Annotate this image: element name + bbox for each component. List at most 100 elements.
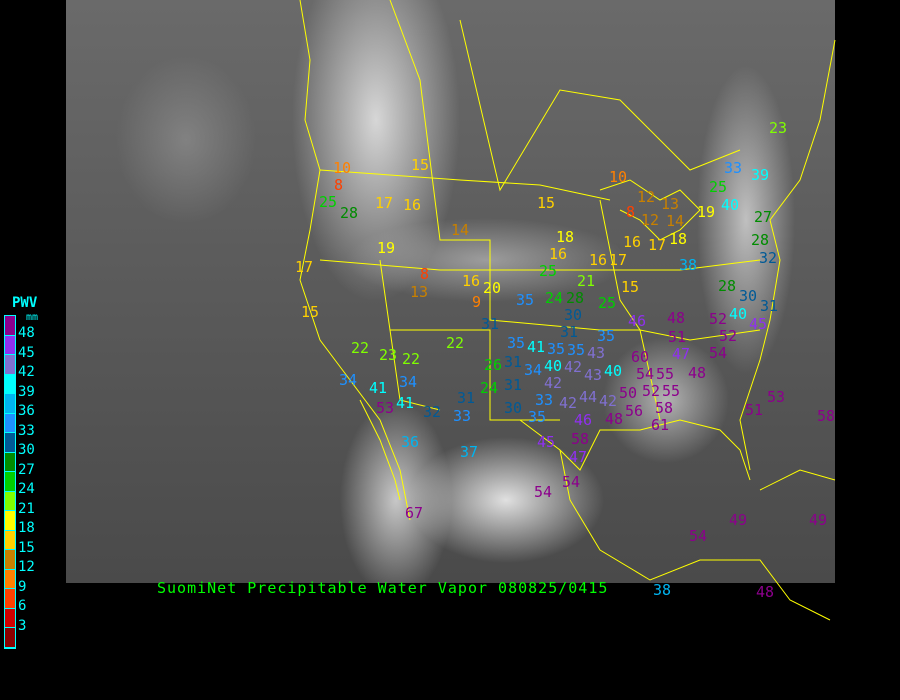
station-pwv-value: 33	[724, 159, 743, 177]
station-pwv-value: 46	[574, 411, 593, 429]
legend-swatch	[5, 628, 15, 648]
station-pwv-value: 31	[504, 376, 523, 394]
legend-label: 48	[18, 325, 35, 341]
station-pwv-value: 58	[571, 430, 590, 448]
station-pwv-value: 25	[709, 178, 728, 196]
station-pwv-value: 54	[689, 527, 708, 545]
state-line	[599, 199, 661, 421]
legend-label: 39	[18, 383, 35, 400]
cuba	[759, 469, 836, 491]
station-pwv-value: 34	[524, 361, 543, 379]
station-pwv-value: 52	[709, 310, 728, 328]
canada-border	[319, 169, 611, 201]
satellite-image	[66, 0, 835, 583]
station-pwv-value: 47	[672, 345, 691, 363]
station-pwv-value: 40	[604, 362, 623, 380]
station-pwv-value: 47	[569, 448, 588, 466]
station-pwv-value: 28	[751, 231, 770, 249]
station-pwv-value: 17	[609, 251, 628, 269]
legend-label: 45	[18, 344, 35, 361]
station-pwv-value: 27	[754, 208, 773, 226]
station-pwv-value: 61	[651, 416, 670, 434]
station-pwv-value: 14	[451, 221, 470, 239]
station-pwv-value: 32	[759, 249, 778, 267]
station-pwv-value: 16	[549, 245, 568, 263]
legend-swatch	[5, 472, 15, 492]
station-pwv-value: 41	[396, 394, 415, 412]
state-line	[319, 259, 761, 271]
station-pwv-value: 49	[809, 511, 828, 529]
east-coast	[739, 39, 836, 471]
station-pwv-value: 19	[377, 239, 396, 257]
legend-swatch	[5, 569, 15, 589]
station-pwv-value: 17	[295, 258, 314, 276]
station-pwv-value: 10	[609, 168, 628, 186]
station-pwv-value: 45	[537, 433, 556, 451]
station-pwv-value: 33	[453, 407, 472, 425]
legend-swatch	[5, 355, 15, 375]
station-pwv-value: 18	[556, 228, 575, 246]
legend-label: 24	[18, 481, 35, 497]
station-pwv-value: 22	[351, 339, 370, 357]
station-pwv-value: 37	[460, 443, 479, 461]
legend-label: 30	[18, 442, 35, 458]
station-pwv-value: 35	[547, 340, 566, 358]
great-lakes	[599, 179, 701, 241]
station-pwv-value: 40	[729, 305, 748, 323]
station-pwv-value: 15	[537, 194, 556, 212]
station-pwv-value: 48	[667, 309, 686, 327]
station-pwv-value: 16	[403, 196, 422, 214]
station-pwv-value: 17	[375, 194, 394, 212]
legend-label: 3	[18, 617, 27, 634]
station-pwv-value: 25	[598, 294, 617, 312]
station-pwv-value: 8	[626, 203, 636, 221]
legend-swatch	[5, 374, 15, 394]
station-pwv-value: 43	[584, 366, 603, 384]
station-pwv-value: 15	[621, 278, 640, 296]
station-pwv-value: 23	[379, 346, 398, 364]
station-pwv-value: 54	[709, 344, 728, 362]
station-pwv-value: 46	[628, 312, 647, 330]
station-pwv-value: 40	[721, 196, 740, 214]
station-pwv-value: 48	[756, 583, 775, 601]
legend-swatch	[5, 530, 15, 550]
station-pwv-value: 30	[739, 287, 758, 305]
legend-swatch	[5, 608, 15, 628]
legend-swatch	[5, 452, 15, 472]
station-pwv-value: 49	[729, 511, 748, 529]
station-pwv-value: 35	[507, 334, 526, 352]
legend-swatch	[5, 316, 15, 336]
station-pwv-value: 15	[411, 156, 430, 174]
legend-swatch	[5, 491, 15, 511]
station-pwv-value: 43	[587, 344, 606, 362]
station-pwv-value: 60	[631, 348, 650, 366]
station-pwv-value: 31	[560, 323, 579, 341]
station-pwv-value: 32	[423, 403, 442, 421]
station-pwv-value: 24	[480, 379, 499, 397]
station-pwv-value: 15	[301, 303, 320, 321]
station-pwv-value: 48	[688, 364, 707, 382]
station-pwv-value: 28	[718, 277, 737, 295]
west-coast	[299, 0, 411, 521]
station-pwv-value: 12	[641, 211, 660, 229]
station-pwv-value: 53	[767, 388, 786, 406]
legend-label: 9	[18, 578, 27, 595]
station-pwv-value: 42	[599, 392, 618, 410]
legend-unit: mm	[26, 312, 39, 323]
station-pwv-value: 42	[544, 374, 563, 392]
station-pwv-value: 31	[457, 389, 476, 407]
station-pwv-value: 19	[697, 203, 716, 221]
station-pwv-value: 21	[577, 272, 596, 290]
station-pwv-value: 20	[483, 279, 502, 297]
station-pwv-value: 8	[420, 265, 430, 283]
station-pwv-value: 22	[402, 350, 421, 368]
station-pwv-value: 36	[401, 433, 420, 451]
station-pwv-value: 53	[376, 399, 395, 417]
station-pwv-value: 35	[567, 341, 586, 359]
station-pwv-value: 67	[405, 504, 424, 522]
station-pwv-value: 22	[446, 334, 465, 352]
station-pwv-value: 34	[399, 373, 418, 391]
legend-swatch	[5, 335, 15, 355]
legend-label: 27	[18, 461, 35, 478]
